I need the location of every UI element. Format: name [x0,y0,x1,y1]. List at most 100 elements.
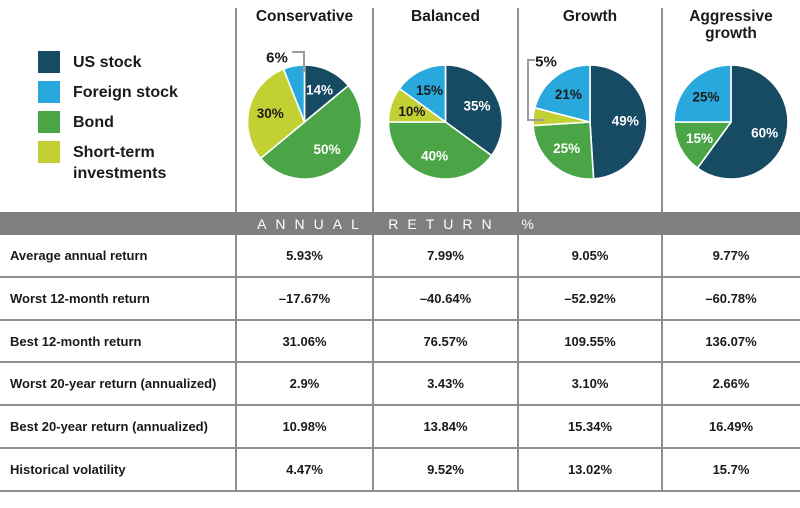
pie-label: 15% [686,131,713,146]
pie-slice-foreign-stock [533,64,591,123]
cell-value-aggressive-growth: 9.77% [712,247,750,263]
pie-label: 49% [612,114,639,129]
table-row-best-12-month-return: Best 12-month return 31.06% 76.57% 109.55% 1… [0,320,800,364]
pie-column-title: Aggressive growth [689,8,773,42]
pie-slice-foreign-stock [398,64,447,123]
row-label: Historical volatility [10,462,126,478]
cell-value-aggressive-growth: 16.49% [708,419,754,435]
annual-return-header-label: ANNUAL RETURN % [257,215,543,232]
cell-value-growth: 13.02% [567,462,613,478]
table-row-worst-12-month-return: Worst 12-month return –17.67% –40.64% –52.9… [0,277,800,321]
pie-slice-short-term-investments [246,68,306,160]
pie-label: 5% [535,53,557,70]
cell-value-growth: 3.10% [571,376,609,392]
pie-label: 14% [306,83,333,98]
pie-label: 25% [692,90,719,105]
cell-value-aggressive-growth: 15.7% [712,462,750,478]
column-divider [372,235,374,492]
cell-value-aggressive-growth: 136.07% [705,333,757,349]
column-divider [235,235,237,492]
column-divider [372,8,374,212]
table-row-average-annual-return: Average annual return 5.93% 7.99% 9.05% 9.77… [0,235,800,278]
cell-value-balanced: 76.57% [423,333,468,349]
cell-value-growth: 9.05% [571,247,609,263]
annual-return-header-bar: ANNUAL RETURN % [0,212,800,235]
pie-chart-aggressive-growth: 60% 15% 25% [673,64,789,180]
cell-value-balanced: 3.43% [427,376,464,392]
pie-column-growth: 49% 25% 5% 21% Growth [518,0,662,212]
legend-item-bond: Bond [38,111,236,133]
pie-label: 60% [751,126,778,141]
legend-label: Bond [73,114,114,131]
cell-value-conservative: 4.47% [286,462,323,478]
cell-value-aggressive-growth: 2.66% [712,376,750,392]
pie-slice-us-stock [589,64,648,180]
legend: US stock Foreign stock Bond Short-term inve… [0,0,236,212]
cell-value-balanced: 13.84% [423,419,468,435]
pie-label: 50% [314,142,341,157]
column-divider [517,8,519,212]
column-divider [661,235,663,492]
legend-label: Short-term investments [73,144,167,182]
callout-line [527,59,544,121]
column-divider [661,8,663,212]
cell-value-conservative: 2.9% [289,376,320,392]
row-label: Worst 20-year return (annualized) [10,376,217,392]
pie-column-title: Growth [562,8,618,25]
pie-slice-bond [673,121,732,169]
pie-label: 40% [421,148,448,163]
pie-slice-us-stock [696,64,789,180]
pie-label: 30% [257,106,284,121]
cell-value-balanced: 9.52% [427,462,464,478]
pie-chart-balanced: 35% 40% 10% 15% [387,64,504,180]
pie-chart-conservative: 14% 50% 30% 6% [246,49,363,180]
cell-value-aggressive-growth: –60.78% [705,290,757,306]
cell-value-conservative: 10.98% [282,419,327,435]
cell-value-conservative: –17.67% [278,290,331,306]
pie-column-balanced: 35% 40% 10% 15% Balanced [373,0,518,212]
legend-swatch-icon [38,141,60,163]
pie-label: 10% [398,104,425,119]
table-row-best-20-year-return-annualized: Best 20-year return (annualized) 10.98% 13… [0,406,800,450]
legend-label: Foreign stock [73,84,178,101]
table-row-historical-volatility: Historical volatility 4.47% 9.52% 13.02% 15.… [0,449,800,492]
pie-label: 15% [416,83,443,98]
legend-swatch-icon [38,81,60,103]
pie-slice-bond [259,84,363,180]
column-divider [235,8,237,212]
legend-swatch-icon [38,51,60,73]
row-label: Best 20-year return (annualized) [10,419,208,435]
legend-label: US stock [73,54,142,71]
legend-swatch-icon [38,111,60,133]
pie-label: 35% [463,99,490,114]
pie-label: 25% [553,141,580,156]
pie-chart-growth: 49% 25% 5% 21% [527,53,648,180]
cell-value-growth: 109.55% [564,333,616,349]
legend-item-us-stock: US stock [38,51,236,73]
pie-slice-foreign-stock [673,64,732,123]
pie-column-conservative: 14% 50% 30% 6% Conservative [236,0,373,212]
pie-label: 21% [555,87,582,102]
cell-value-balanced: –40.64% [419,290,472,306]
table-row-worst-20-year-return-annualized: Worst 20-year return (annualized) 2.9% 3.4… [0,363,800,407]
row-label: Average annual return [10,247,148,263]
column-divider [517,235,519,492]
row-label: Worst 12-month return [10,290,150,306]
cell-value-balanced: 7.99% [427,247,464,263]
pie-slice-us-stock [444,64,504,157]
legend-item-short-term-investments: Short-term investments [38,141,236,184]
cell-value-conservative: 31.06% [282,333,327,349]
pie-column-title: Conservative [255,8,354,25]
callout-line [292,51,305,72]
row-label: Best 12-month return [10,333,142,349]
pie-column-aggressive-growth: 60% 15% 25% Aggressive growth [662,0,800,212]
cell-value-conservative: 5.93% [286,247,323,263]
pie-slice-bond [387,121,493,180]
cell-value-growth: 15.34% [567,419,613,435]
cell-value-growth: –52.92% [564,290,616,306]
legend-item-foreign-stock: Foreign stock [38,81,236,103]
pie-label: 6% [266,49,288,66]
pie-column-title: Balanced [411,8,480,25]
pie-slice-bond [532,121,595,180]
